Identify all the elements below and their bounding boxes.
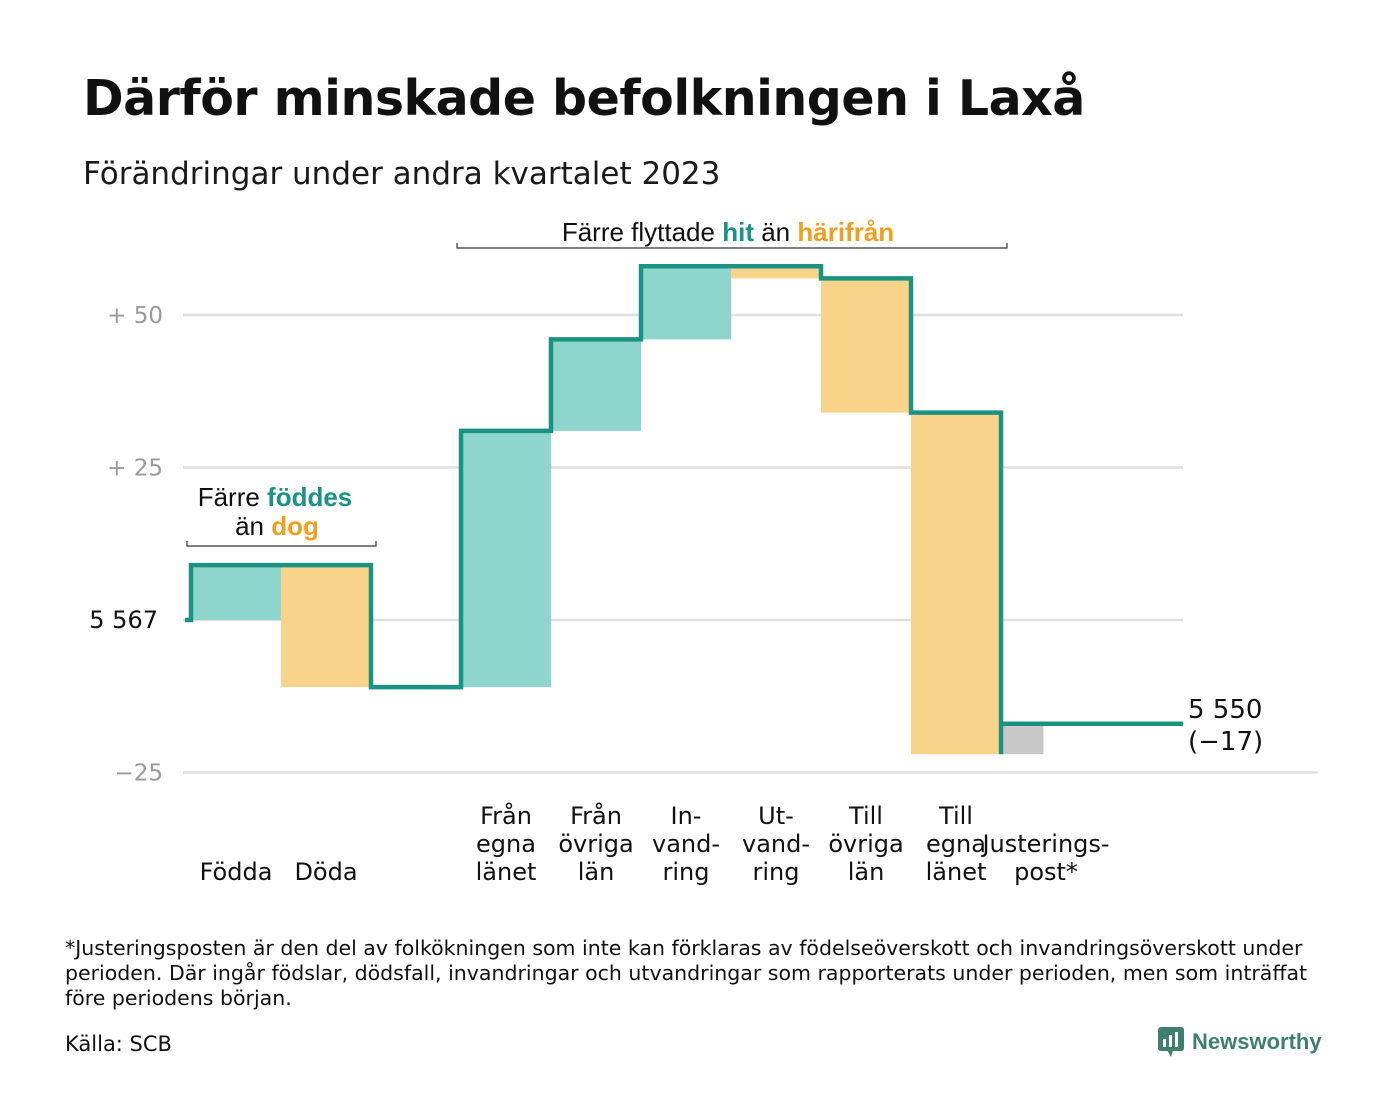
bar-increase [461,430,551,688]
annotation-text: Färre flyttade [562,217,722,247]
category-label: länet [926,858,987,886]
annotation-text: Färre [198,482,267,512]
y-tick-label: −25 [114,761,163,787]
step-line [185,263,1183,755]
category-label: övriga [558,830,633,858]
y-tick-label: + 50 [107,303,163,329]
chart-subtitle: Förändringar under andra kvartalet 2023 [83,156,721,192]
bar-increase [641,266,731,340]
category-label: Till [848,802,883,830]
bar-adjustment [1003,723,1044,755]
newsworthy-brand[interactable]: Newsworthy [1158,1027,1322,1057]
annotation-highlight-died: dog [271,511,319,541]
annotation-text: än [754,217,797,247]
bar-decrease [281,565,371,688]
annotation-text: än [235,511,271,541]
end-value-label: 5 550 [1188,695,1262,725]
chart-title: Därför minskade befolkningen i Laxå [83,70,1085,127]
footnote: *Justeringsposten är den del av folkökni… [65,936,1308,1010]
annotation-bracket-migration [456,243,1008,249]
bar-increase [191,565,281,620]
newsworthy-brand-name: Newsworthy [1192,1029,1322,1054]
category-label: övriga [828,830,903,858]
category-label: vand- [652,830,720,858]
start-value-label: 5 567 [89,606,158,634]
category-label: Ut- [758,802,794,830]
bar-decrease [821,278,911,413]
annotation-highlight-hit: hit [722,217,754,247]
annotation-births-line2: än dog [235,511,319,541]
category-label: ring [753,858,800,886]
category-label: Till [938,802,973,830]
y-tick-label: + 25 [107,456,163,482]
category-label: län [848,858,885,886]
bar-increase [551,339,641,431]
category-label: ring [663,858,710,886]
annotation-highlight-harifran: härifrån [797,217,894,247]
category-label: Justerings- [980,830,1109,858]
annotation-highlight-born: föddes [267,482,352,512]
category-label: länet [476,858,537,886]
category-label: Från [480,801,532,830]
category-label: Från [570,801,622,830]
category-label: Födda [200,858,273,886]
source-credit: Källa: SCB [65,1032,172,1056]
annotation-births-line1: Färre föddes [198,482,353,512]
category-label: egna [926,830,986,858]
bar-decrease [911,412,1001,755]
annotation-bracket-births [186,541,377,547]
end-change-label: (−17) [1188,727,1263,757]
newsworthy-logo-icon [1158,1027,1184,1057]
category-label: post* [1014,858,1078,886]
annotation-migration: Färre flyttade hit än härifrån [562,217,894,247]
category-label: In- [671,802,702,830]
category-label: egna [476,830,536,858]
category-label: vand- [742,830,810,858]
category-label: län [578,858,615,886]
category-label: Döda [294,858,357,886]
bar-decrease [731,266,821,279]
